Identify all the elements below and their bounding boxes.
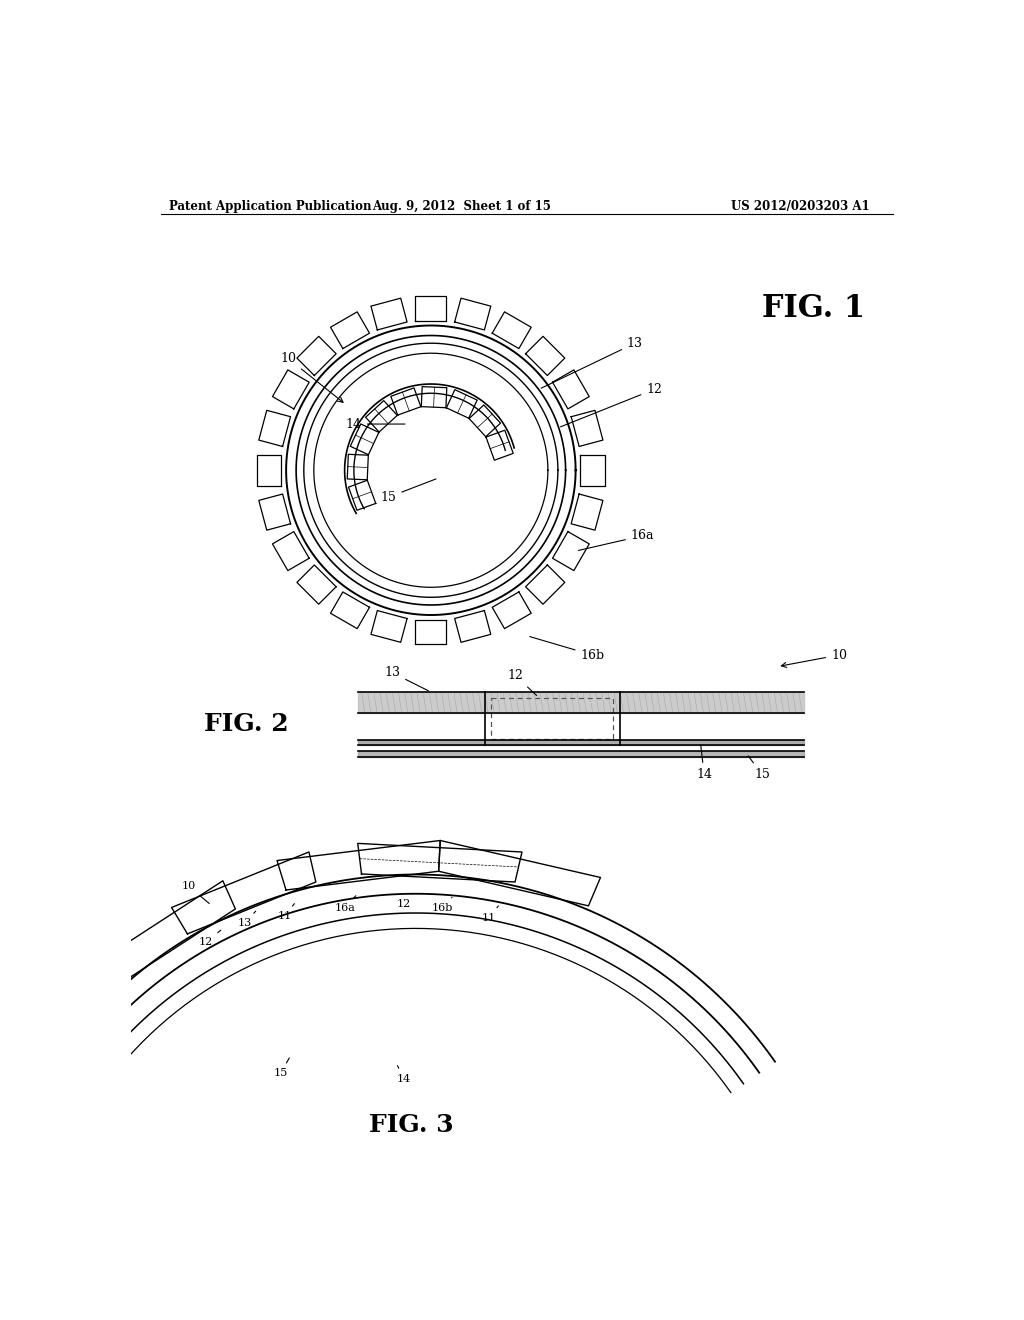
Text: FIG. 1: FIG. 1 bbox=[762, 293, 865, 325]
Text: FIG. 2: FIG. 2 bbox=[204, 713, 289, 737]
Text: FIG. 3: FIG. 3 bbox=[370, 1113, 454, 1137]
Text: 16b: 16b bbox=[529, 636, 604, 661]
Text: 12: 12 bbox=[396, 894, 413, 908]
Text: Patent Application Publication: Patent Application Publication bbox=[169, 199, 372, 213]
Text: 16a: 16a bbox=[579, 529, 654, 550]
Text: 14: 14 bbox=[696, 744, 713, 781]
Text: 16a: 16a bbox=[334, 896, 355, 912]
Text: 11: 11 bbox=[481, 906, 499, 923]
Text: 13: 13 bbox=[238, 911, 256, 928]
Bar bbox=[490, 698, 613, 739]
Text: 11: 11 bbox=[278, 904, 294, 921]
Text: 13: 13 bbox=[384, 667, 428, 690]
Text: 14: 14 bbox=[396, 1065, 411, 1084]
Text: 12: 12 bbox=[508, 669, 537, 696]
Text: US 2012/0203203 A1: US 2012/0203203 A1 bbox=[731, 199, 869, 213]
Text: 10: 10 bbox=[181, 880, 209, 903]
Text: 10: 10 bbox=[281, 352, 343, 403]
Text: 16b: 16b bbox=[432, 898, 453, 912]
Text: 15: 15 bbox=[749, 756, 770, 781]
Text: 15: 15 bbox=[381, 479, 436, 504]
Text: 14: 14 bbox=[346, 417, 404, 430]
Text: Aug. 9, 2012  Sheet 1 of 15: Aug. 9, 2012 Sheet 1 of 15 bbox=[372, 199, 551, 213]
Text: 13: 13 bbox=[541, 337, 643, 388]
Text: 12: 12 bbox=[560, 383, 663, 426]
Text: 15: 15 bbox=[273, 1057, 290, 1078]
Text: 10: 10 bbox=[781, 648, 847, 668]
Text: 12: 12 bbox=[199, 931, 221, 948]
